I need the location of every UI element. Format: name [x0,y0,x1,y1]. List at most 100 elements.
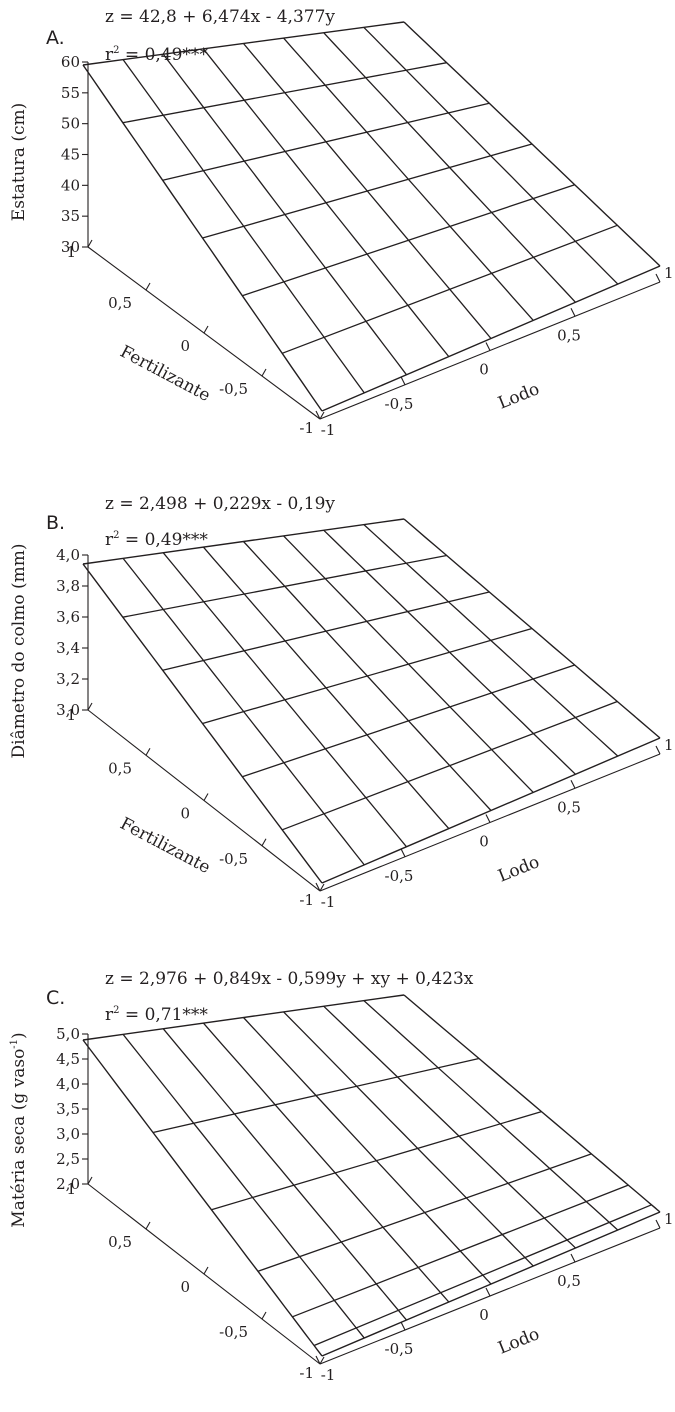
fertilizante-tick-mark [203,325,209,334]
lodo-tick-label: -0,5 [385,395,414,413]
lodo-tick-label: -1 [321,1366,336,1384]
r2-superscript: 2 [113,45,119,56]
mesh-line-fert [122,554,447,618]
z-tick-label: 2,5 [56,1150,80,1168]
z-tick-label: 3,2 [56,670,80,688]
z-tick-label: 3,0 [56,701,80,719]
fertilizante-tick-mark [87,1176,93,1185]
r2-value: = 0,71*** [120,1005,209,1025]
mesh-line-lodo [82,1039,323,1357]
fertilizante-tick-mark [261,1311,267,1320]
mesh-line-lodo [243,1017,492,1285]
fertilizante-tick-label: 0,5 [108,1233,132,1251]
r2-value: = 0,49*** [120,530,209,550]
panel-letter: B. [46,512,65,534]
z-tick-label: 5,0 [56,1025,80,1043]
surface-mesh [82,994,661,1357]
fertilizante-tick-label: 1 [66,706,76,724]
z-axis-label-text: Estatura (cm) [9,103,29,221]
z-tick-label: 4,0 [56,1075,80,1093]
mesh-line-fert [202,627,533,725]
fertilizante-tick-mark [319,411,325,420]
mesh-line-fert [202,143,533,239]
fertilizante-tick-label: -0,5 [219,1323,248,1341]
lodo-tick-label: -0,5 [385,1340,414,1358]
z-axis-label: Estatura (cm) [9,103,29,221]
z-tick-label: 3,5 [56,1100,80,1118]
r2-superscript: 2 [113,1005,119,1016]
z-axis-label-suffix: ) [9,1032,29,1039]
fertilizante-tick-mark [319,883,325,892]
fertilizante-tick-label: 1 [66,1180,76,1198]
mesh-line-fert [321,737,661,884]
r-squared: r2 = 0,71*** [105,1005,208,1025]
mesh-line-lodo [323,1005,576,1249]
lodo-tick-mark [400,848,406,857]
lodo-axis-label: Lodo [495,379,542,414]
z-axis-label-superscript: -1 [9,1039,20,1049]
mesh-line-lodo [202,1022,450,1303]
mesh-line-fert [242,664,575,778]
mesh-line-lodo [162,1028,407,1321]
mesh-line-lodo [403,994,661,1213]
lodo-tick-mark [485,814,491,823]
z-axis-label: Matéria seca (g vaso-1) [9,1032,29,1227]
fertilizante-tick-mark [203,1266,209,1275]
r2-prefix: r [105,1005,114,1025]
lodo-tick-label: 0,5 [557,1272,581,1290]
fertilizante-tick-label: 0,5 [108,759,132,777]
r2-prefix: r [105,530,114,550]
z-axis-label-text: Matéria seca (g vaso [9,1049,29,1228]
equation: z = 42,8 + 6,474x - 4,377y [105,7,335,27]
lodo-tick-mark [570,1253,576,1263]
lodo-axis-label: Lodo [495,852,542,887]
fertilizante-tick-mark [261,368,267,377]
z-tick-label: 3,8 [56,577,80,595]
fertilizante-tick-label: 0,5 [108,294,132,312]
mesh-line-fert [162,591,490,671]
fertilizante-tick-label: -0,5 [219,850,248,868]
lodo-tick-label: 0 [479,361,489,379]
lodo-tick-mark [655,1219,661,1229]
fertilizante-tick-mark [261,838,267,847]
panel-letter: A. [46,27,65,49]
surface-mesh [82,518,661,884]
mesh-line-fert [211,1110,542,1211]
equation: z = 2,498 + 0,229x - 0,19y [105,494,335,514]
fertilizante-tick-mark [319,1356,325,1365]
lodo-tick-label: -0,5 [385,867,414,885]
fertilizante-tick-label: -0,5 [219,380,248,398]
lodo-tick-mark [315,410,321,420]
lodo-tick-label: 0,5 [557,326,581,344]
fertilizante-tick-mark [145,747,151,756]
z-tick-label: 45 [61,146,80,164]
lodo-tick-mark [570,780,576,789]
fertilizante-tick-label: 0 [180,337,190,355]
fertilizante-tick-label: -1 [299,419,314,437]
panel-a: z = 42,8 + 6,474x - 4,377y A. r2 = 0,49*… [9,7,674,439]
mesh-line-fert [122,62,447,124]
z-axis-label: Diâmetro do colmo (mm) [9,544,29,759]
mesh-line-lodo [363,1000,619,1231]
mesh-line-lodo [122,1033,365,1339]
lodo-tick-mark [485,1287,491,1297]
mesh-line-fert [281,700,618,831]
z-axis-label-text: Diâmetro do colmo (mm) [9,544,29,759]
mesh-line-fert [82,518,405,565]
z-tick-label: 3,4 [56,639,80,657]
r-squared: r2 = 0,49*** [105,530,208,550]
mesh-line-fert [242,184,575,297]
mesh-line-fert [313,1204,652,1347]
fertilizante-tick-label: 0 [180,805,190,823]
lodo-tick-label: 0,5 [557,798,581,816]
z-tick-label: 60 [61,53,80,71]
fertilizante-tick-mark [87,239,93,248]
z-tick-label: 4,0 [56,546,80,564]
equation: z = 2,976 + 0,849x - 0,599y + xy + 0,423… [105,969,474,989]
lodo-tick-mark [400,376,406,385]
mesh-line-fert [152,1057,480,1134]
mesh-line-fert [82,994,405,1041]
z-tick-label: 35 [61,207,80,225]
fertilizante-tick-label: 1 [66,243,76,261]
mesh-line-fert [257,1153,592,1272]
